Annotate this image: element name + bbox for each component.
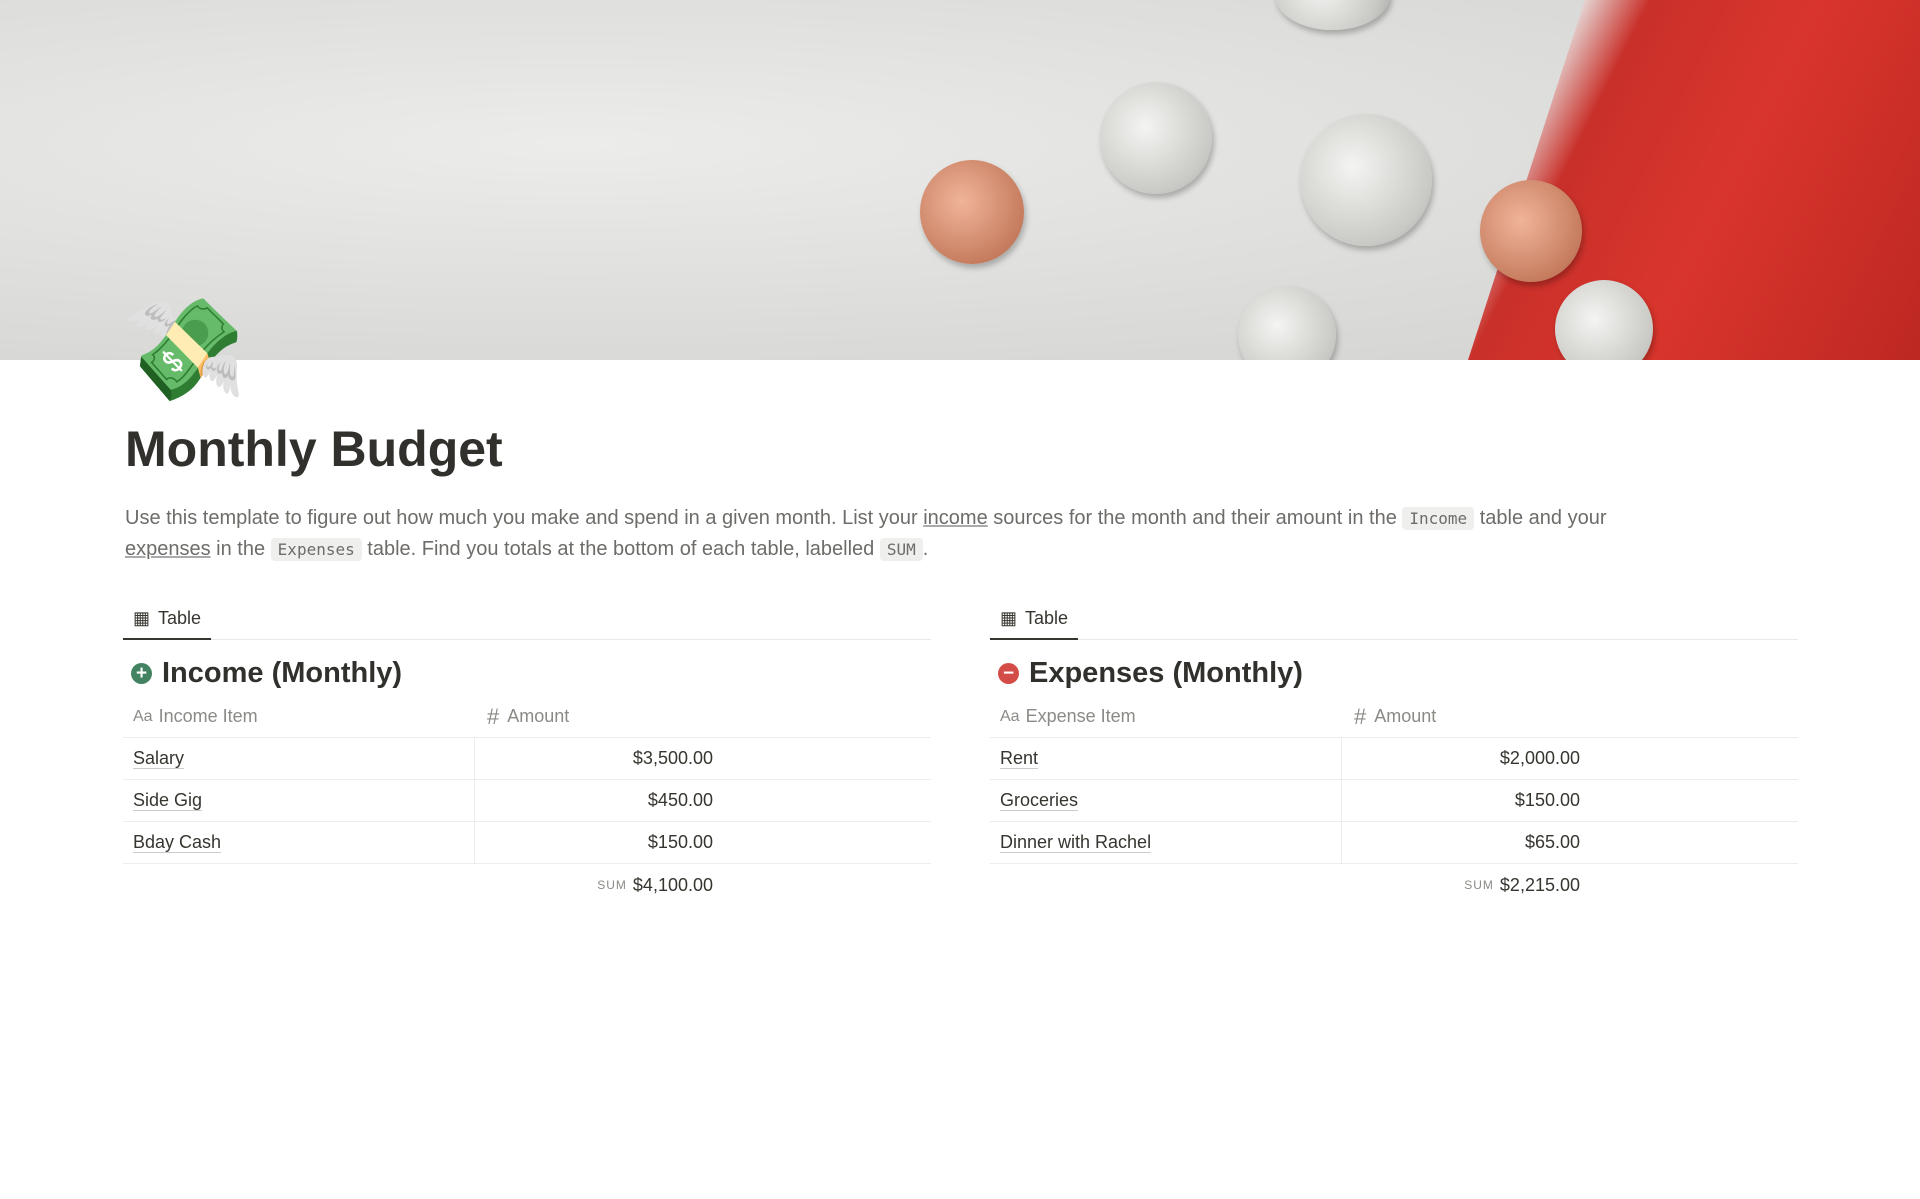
tab-table[interactable]: ▦ Table	[990, 598, 1079, 640]
table-header: Aa Expense Item # Amount	[990, 696, 1798, 738]
table-row[interactable]: Bday Cash $150.00	[123, 822, 931, 864]
item-cell[interactable]: Salary	[123, 738, 475, 779]
col-label: Income Item	[158, 706, 258, 726]
amount-value: $150.00	[647, 832, 713, 852]
item-name[interactable]: Rent	[1000, 748, 1039, 768]
column-header-amount[interactable]: # Amount	[475, 696, 723, 737]
income-link[interactable]: income	[923, 507, 988, 529]
table-row[interactable]: Dinner with Rachel $65.00	[990, 822, 1798, 864]
page-icon[interactable]: 💸	[122, 294, 247, 406]
item-cell[interactable]: Rent	[990, 738, 1342, 779]
sum-row[interactable]: SUM $4,100.00	[123, 864, 723, 906]
amount-value: $150.00	[1514, 790, 1580, 810]
col-label: Amount	[1374, 706, 1437, 726]
table-row[interactable]: Side Gig $450.00	[123, 780, 931, 822]
number-type-icon: #	[487, 703, 500, 729]
database-title[interactable]: + Income (Monthly)	[123, 654, 931, 692]
income-database: ▦ Table + Income (Monthly) Aa Income Item #…	[123, 598, 931, 906]
tab-label: Table	[158, 607, 202, 628]
column-header-amount[interactable]: # Amount	[1342, 696, 1590, 737]
desc-text: table. Find you totals at the bottom of …	[361, 538, 880, 560]
amount-cell[interactable]: $3,500.00	[475, 738, 723, 779]
view-tabs: ▦ Table	[123, 598, 931, 640]
dime-coin	[1555, 280, 1653, 360]
cover-red-paper	[1442, 0, 1920, 360]
sum-value: $4,100.00	[632, 874, 713, 895]
amount-cell[interactable]: $150.00	[1342, 780, 1590, 821]
table-row[interactable]: Groceries $150.00	[990, 780, 1798, 822]
item-name[interactable]: Side Gig	[133, 790, 203, 810]
item-cell[interactable]: Side Gig	[123, 780, 475, 821]
column-header-income-item[interactable]: Aa Income Item	[123, 696, 475, 737]
sum-label: SUM	[597, 878, 627, 892]
desc-text: Use this template to figure out how much…	[125, 507, 924, 529]
column-header-expense-item[interactable]: Aa Expense Item	[990, 696, 1342, 737]
title-text: Expenses (Monthly)	[1029, 656, 1303, 689]
desc-text: sources for the month and their amount i…	[987, 507, 1403, 529]
tab-label: Table	[1025, 607, 1069, 628]
minus-circle-icon: −	[998, 662, 1019, 684]
item-cell[interactable]: Bday Cash	[123, 822, 475, 863]
table-row[interactable]: Salary $3,500.00	[123, 738, 931, 780]
desc-text: table and your	[1474, 507, 1607, 529]
expenses-code: Expenses	[270, 538, 362, 561]
item-name[interactable]: Bday Cash	[133, 832, 222, 852]
penny-coin	[920, 160, 1024, 264]
amount-cell[interactable]: $2,000.00	[1342, 738, 1590, 779]
income-code: Income	[1402, 507, 1475, 530]
amount-value: $65.00	[1524, 832, 1580, 852]
desc-text: .	[922, 538, 929, 560]
text-type-icon: Aa	[1000, 707, 1020, 725]
sum-label: SUM	[1464, 878, 1494, 892]
table-icon: ▦	[1000, 607, 1018, 628]
dime-coin	[1238, 286, 1336, 360]
item-cell[interactable]: Groceries	[990, 780, 1342, 821]
amount-cell[interactable]: $65.00	[1342, 822, 1590, 863]
item-cell[interactable]: Dinner with Rachel	[990, 822, 1342, 863]
amount-value: $2,000.00	[1499, 748, 1580, 768]
expenses-link[interactable]: expenses	[125, 538, 211, 560]
table-header: Aa Income Item # Amount	[123, 696, 931, 738]
amount-cell[interactable]: $450.00	[475, 780, 723, 821]
cover-image	[0, 0, 1920, 360]
database-title[interactable]: − Expenses (Monthly)	[990, 654, 1798, 692]
plus-circle-icon: +	[131, 662, 152, 684]
coin	[1275, 0, 1390, 30]
sum-value: $2,215.00	[1499, 874, 1580, 895]
table-icon: ▦	[133, 607, 151, 628]
number-type-icon: #	[1354, 703, 1367, 729]
desc-text: in the	[210, 538, 271, 560]
sum-row[interactable]: SUM $2,215.00	[990, 864, 1590, 906]
page-description: Use this template to figure out how much…	[125, 503, 1815, 565]
col-label: Amount	[507, 706, 570, 726]
tab-table[interactable]: ▦ Table	[123, 598, 212, 640]
item-name[interactable]: Dinner with Rachel	[1000, 832, 1152, 852]
item-name[interactable]: Groceries	[1000, 790, 1079, 810]
sum-code: SUM	[879, 538, 923, 561]
item-name[interactable]: Salary	[133, 748, 185, 768]
amount-cell[interactable]: $150.00	[475, 822, 723, 863]
amount-value: $450.00	[647, 790, 713, 810]
table-row[interactable]: Rent $2,000.00	[990, 738, 1798, 780]
text-type-icon: Aa	[133, 707, 153, 725]
view-tabs: ▦ Table	[990, 598, 1798, 640]
page-title: Monthly Budget	[125, 421, 503, 477]
expenses-database: ▦ Table − Expenses (Monthly) Aa Expense Ite…	[990, 598, 1798, 906]
penny-coin	[1480, 180, 1582, 282]
title-text: Income (Monthly)	[162, 656, 403, 689]
nickel-coin	[1100, 82, 1212, 194]
quarter-coin	[1300, 114, 1432, 246]
amount-value: $3,500.00	[632, 748, 713, 768]
col-label: Expense Item	[1025, 706, 1136, 726]
